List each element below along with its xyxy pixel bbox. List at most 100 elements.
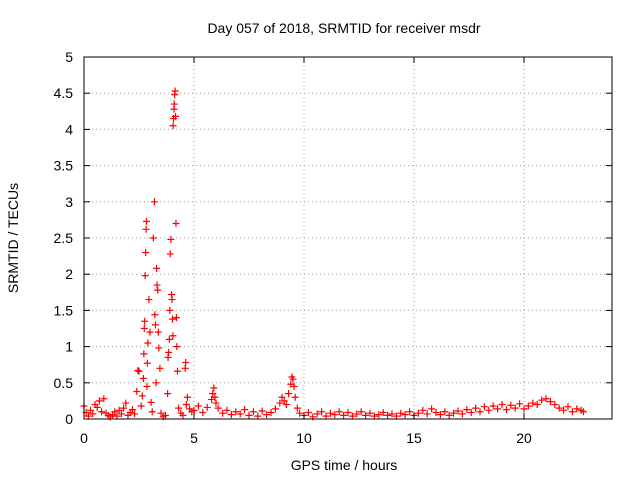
data-point [93,403,101,411]
data-point [142,217,150,225]
data-point [472,404,480,412]
data-point [276,399,284,407]
data-point [450,409,458,417]
y-tick-label: 5 [65,49,73,65]
data-point [143,382,151,390]
data-point [168,296,176,304]
data-point [285,390,293,398]
data-point [154,286,162,294]
data-point [152,321,159,329]
data-point [370,412,378,420]
data-point [223,406,231,414]
data-point [379,408,387,416]
data-point [516,400,524,408]
data-point [140,350,148,358]
data-point [145,296,153,304]
data-point [445,411,453,419]
y-tick-label: 3 [65,194,73,210]
x-tick-label: 10 [296,430,312,446]
data-point [148,408,156,416]
x-tick-label: 15 [406,430,422,446]
data-point [524,402,532,410]
data-point [555,404,563,412]
data-point [166,306,174,314]
y-tick-label: 1 [65,339,73,355]
data-point [326,409,334,417]
data-point [520,405,528,413]
data-point [194,402,202,410]
data-point [441,408,449,416]
data-point [507,401,515,409]
data-point [280,397,288,405]
y-axis-label: SRMTID / TECUs [5,183,21,293]
data-point [115,406,123,414]
data-point [146,328,154,336]
data-point [289,375,297,383]
data-point [290,382,298,390]
data-point [423,410,431,418]
data-point [458,410,466,418]
data-point [348,412,356,420]
x-axis: 0 5 10 15 20 [80,57,532,446]
data-point [406,408,414,416]
data-point [161,411,169,419]
data-point [538,396,546,404]
data-point [164,390,172,398]
data-point [271,405,279,413]
data-point [291,393,299,401]
data-point [267,408,275,416]
data-point [143,359,151,367]
data-point [142,225,150,233]
data-point [111,408,119,416]
data-point [467,408,475,416]
data-point [263,411,271,419]
data-point [357,408,365,416]
data-point [236,410,244,418]
data-point [219,409,227,417]
x-tick-label: 20 [516,430,532,446]
data-point [142,248,150,256]
data-point [463,406,471,414]
data-point [489,402,497,410]
data-point [227,411,235,419]
data-point [485,406,493,414]
data-point [511,404,519,412]
data-point [171,87,179,95]
data-point [419,406,427,414]
data-point [278,393,286,401]
data-point [436,411,444,419]
data-point [392,412,400,420]
data-point [149,234,157,242]
data-point [533,401,541,409]
data-point [568,408,576,416]
data-point [179,411,187,419]
data-point [282,401,290,409]
y-tick-label: 2.5 [54,230,74,246]
data-point [546,398,554,406]
y-tick-label: 3.5 [54,158,74,174]
data-point [480,403,488,411]
data-point [214,404,222,412]
data-point [113,412,121,420]
data-point [174,367,181,375]
data-point [254,412,262,420]
data-point [362,411,370,419]
y-tick-label: 0.5 [54,375,74,391]
data-point [401,411,409,419]
data-point [172,112,180,120]
data-point [249,408,257,416]
data-point [87,406,95,414]
y-tick-label: 4 [65,121,73,137]
data-point [573,405,581,413]
data-point [296,409,304,417]
data-point [199,408,207,416]
data-point [173,343,181,351]
data-point [182,359,190,367]
data-point [211,393,219,401]
data-point [212,399,220,407]
data-point [322,412,330,420]
y-axis: 0 0.5 1 1.5 2 2.5 3 3.5 4 4.5 5 [54,49,612,427]
data-point [139,374,147,382]
data-point [564,403,572,411]
